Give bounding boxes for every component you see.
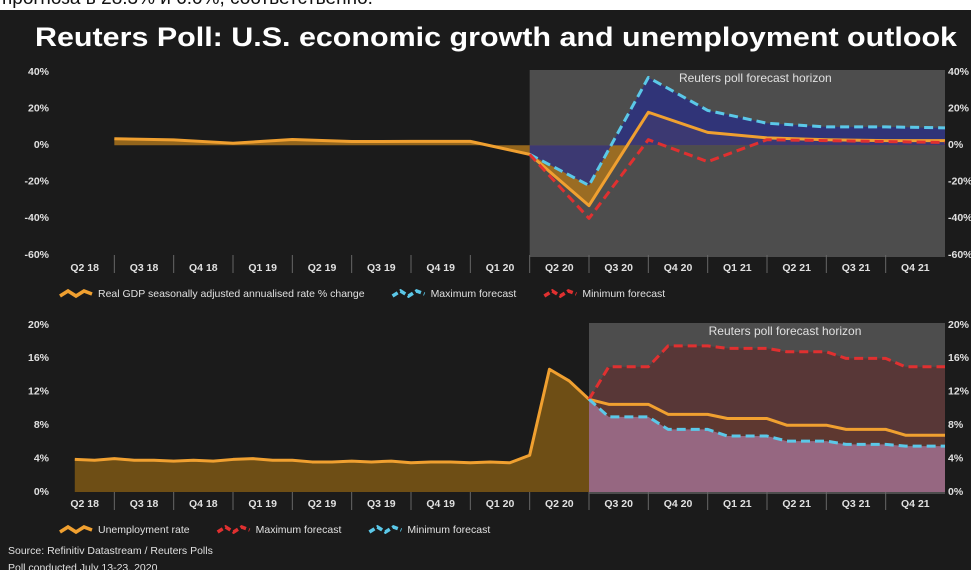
series-line [528, 138, 946, 220]
y2-tick-label: 8% [948, 419, 964, 431]
y-tick-label: 40% [28, 66, 50, 78]
x-tick-label: Q2 21 [782, 262, 811, 274]
x-tick-label: Q3 19 [367, 262, 396, 274]
series-line [74, 367, 945, 465]
y-tick-label: 0% [34, 139, 50, 151]
y-tick-label: 0% [34, 486, 50, 498]
x-tick-label: Q4 19 [426, 498, 455, 510]
y-tick-label: 20% [28, 102, 50, 114]
series-line [528, 75, 946, 187]
series-line [588, 398, 945, 448]
y2-tick-label: -20% [948, 176, 971, 188]
annotation: Reuters poll forecast horizon [709, 324, 862, 338]
x-tick-label: Q1 20 [486, 498, 515, 510]
y-tick-label: -40% [24, 212, 49, 224]
y-tick-label: -20% [24, 176, 49, 188]
annotation: Reuters poll forecast horizon [679, 71, 832, 85]
chart-title: Reuters Poll: U.S. economic growth and u… [35, 22, 958, 52]
x-tick-label: Q1 21 [723, 498, 752, 510]
x-tick-label: Q4 21 [901, 498, 930, 510]
y2-tick-label: 40% [948, 66, 970, 78]
y2-tick-label: 4% [948, 452, 964, 464]
series-line [587, 344, 945, 401]
y2-tick-label: -40% [948, 212, 971, 224]
x-tick-label: Q2 21 [782, 498, 811, 510]
y-tick-label: 16% [28, 352, 50, 364]
series-area [589, 399, 945, 492]
x-tick-label: Q4 20 [664, 262, 693, 274]
y2-tick-label: 0% [948, 486, 964, 498]
x-tick-label: Q4 20 [664, 498, 693, 510]
header-text: прогноза в 28.3% и 6.0%, соответственно. [2, 0, 373, 9]
legend-icon [543, 288, 577, 299]
x-tick-label: Q2 18 [70, 498, 99, 510]
x-tick-label: Q3 18 [130, 262, 159, 274]
x-tick-label: Q2 19 [308, 498, 337, 510]
legend-icon [368, 524, 403, 535]
y2-tick-label: -60% [948, 249, 971, 261]
x-tick-label: Q2 19 [308, 262, 337, 274]
legend-label: Maximum forecast [256, 524, 342, 536]
x-tick-label: Q3 18 [130, 498, 159, 510]
y2-tick-label: 20% [948, 319, 970, 331]
y2-tick-label: 12% [948, 386, 970, 398]
y-tick-label: -60% [24, 249, 49, 261]
x-tick-label: Q4 18 [189, 262, 218, 274]
x-tick-label: Q4 18 [189, 498, 218, 510]
x-tick-label: Q3 20 [604, 262, 633, 274]
y-tick-label: 12% [28, 386, 50, 398]
x-tick-label: Q1 19 [248, 498, 277, 510]
x-tick-label: Q4 21 [901, 262, 930, 274]
y-tick-label: 8% [34, 419, 50, 431]
x-tick-label: Q3 19 [367, 498, 396, 510]
legend-icon [59, 288, 93, 299]
legend-label: Minimum forecast [582, 288, 665, 300]
legend-icon [59, 524, 93, 535]
legend-icon [391, 288, 426, 299]
legend-label: Maximum forecast [431, 288, 517, 300]
x-tick-label: Q2 18 [70, 262, 99, 274]
source: Source: Refinitiv Datastream / Reuters P… [8, 545, 213, 557]
note: Poll conducted July 13-23, 2020 [8, 562, 158, 570]
y-tick-label: 20% [28, 319, 50, 331]
y2-tick-label: 20% [948, 102, 970, 114]
x-tick-label: Q2 20 [545, 262, 574, 274]
legend-label: Unemployment rate [98, 524, 190, 536]
y-tick-label: 4% [34, 452, 50, 464]
x-tick-label: Q3 20 [604, 498, 633, 510]
x-tick-label: Q3 21 [842, 498, 871, 510]
y2-tick-label: 16% [948, 352, 970, 364]
legend-label: Minimum forecast [407, 524, 490, 536]
legend-label: Real GDP seasonally adjusted annualised … [98, 288, 365, 300]
x-tick-label: Q3 21 [842, 262, 871, 274]
x-tick-label: Q4 19 [426, 262, 455, 274]
x-tick-label: Q1 19 [248, 262, 277, 274]
legend-icon [216, 524, 251, 535]
x-tick-label: Q2 20 [545, 498, 574, 510]
y2-tick-label: 0% [948, 139, 964, 151]
x-tick-label: Q1 20 [486, 262, 515, 274]
x-tick-label: Q1 21 [723, 262, 752, 274]
